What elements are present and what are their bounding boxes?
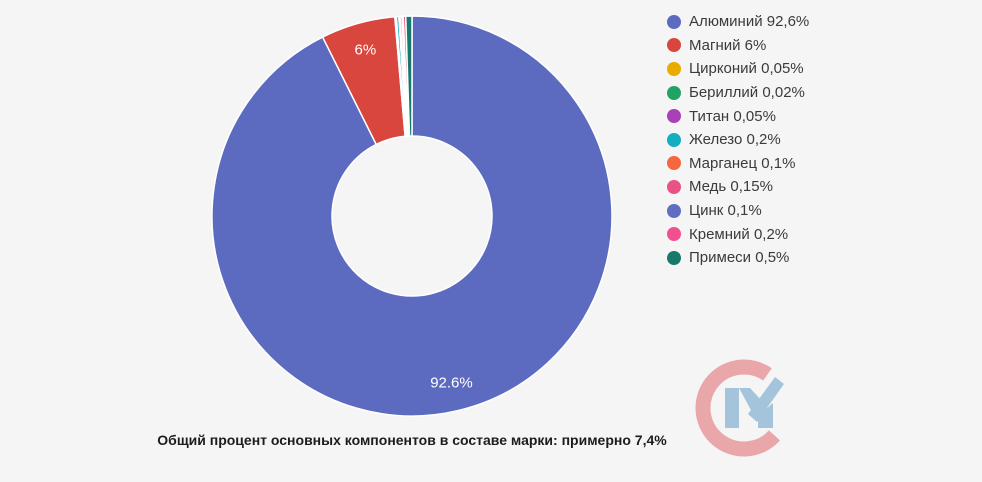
- legend-label-copper: Медь 0,15%: [689, 178, 773, 196]
- legend-item-magnesium[interactable]: Магний 6%: [667, 34, 809, 58]
- legend-marker-iron: [667, 132, 681, 147]
- legend-marker-silicon: [667, 227, 681, 242]
- legend-marker-impurities: [667, 250, 681, 265]
- legend-marker-zirconium: [667, 61, 681, 76]
- watermark-logo: [695, 359, 784, 457]
- chart-caption: Общий процент основных компонентов в сос…: [157, 432, 667, 448]
- slice-label-magnesium: 6%: [355, 41, 377, 58]
- legend-label-magnesium: Магний 6%: [689, 36, 767, 54]
- pie-slice-impurities[interactable]: [404, 15, 413, 137]
- legend-item-impurities[interactable]: Примеси 0,5%: [667, 246, 809, 270]
- slice-label-aluminum: 92.6%: [430, 374, 473, 391]
- legend-label-iron: Железо 0,2%: [689, 131, 781, 149]
- legend: Алюминий 92,6% Магний 6% Цирконий 0,05% Бер…: [667, 10, 809, 270]
- legend-item-zinc[interactable]: Цинк 0,1%: [667, 199, 809, 223]
- legend-item-silicon[interactable]: Кремний 0,2%: [667, 222, 809, 246]
- legend-label-manganese: Марганец 0,1%: [689, 154, 796, 172]
- legend-label-beryllium: Бериллий 0,02%: [689, 84, 805, 102]
- logo-m-check: [725, 377, 784, 428]
- legend-item-aluminum[interactable]: Алюминий 92,6%: [667, 10, 809, 34]
- legend-item-manganese[interactable]: Марганец 0,1%: [667, 152, 809, 176]
- legend-item-beryllium[interactable]: Бериллий 0,02%: [667, 81, 809, 105]
- logo-c-ring: [695, 359, 781, 457]
- legend-marker-aluminum: [667, 14, 681, 29]
- legend-marker-magnesium: [667, 38, 681, 53]
- legend-marker-copper: [667, 179, 681, 194]
- legend-item-titanium[interactable]: Титан 0,05%: [667, 104, 809, 128]
- legend-label-zirconium: Цирконий 0,05%: [689, 60, 804, 78]
- donut-chart: 92.6% 6%: [211, 15, 613, 417]
- legend-item-iron[interactable]: Железо 0,2%: [667, 128, 809, 152]
- legend-marker-beryllium: [667, 85, 681, 100]
- legend-marker-zinc: [667, 203, 681, 218]
- legend-label-silicon: Кремний 0,2%: [689, 225, 789, 243]
- legend-label-zinc: Цинк 0,1%: [689, 202, 762, 220]
- legend-label-impurities: Примеси 0,5%: [689, 249, 790, 267]
- legend-item-zirconium[interactable]: Цирконий 0,05%: [667, 57, 809, 81]
- pie-slice-aluminum[interactable]: [211, 15, 613, 417]
- legend-item-copper[interactable]: Медь 0,15%: [667, 175, 809, 199]
- legend-marker-manganese: [667, 156, 681, 171]
- legend-marker-titanium: [667, 109, 681, 124]
- legend-label-titanium: Титан 0,05%: [689, 107, 776, 125]
- legend-label-aluminum: Алюминий 92,6%: [689, 13, 810, 31]
